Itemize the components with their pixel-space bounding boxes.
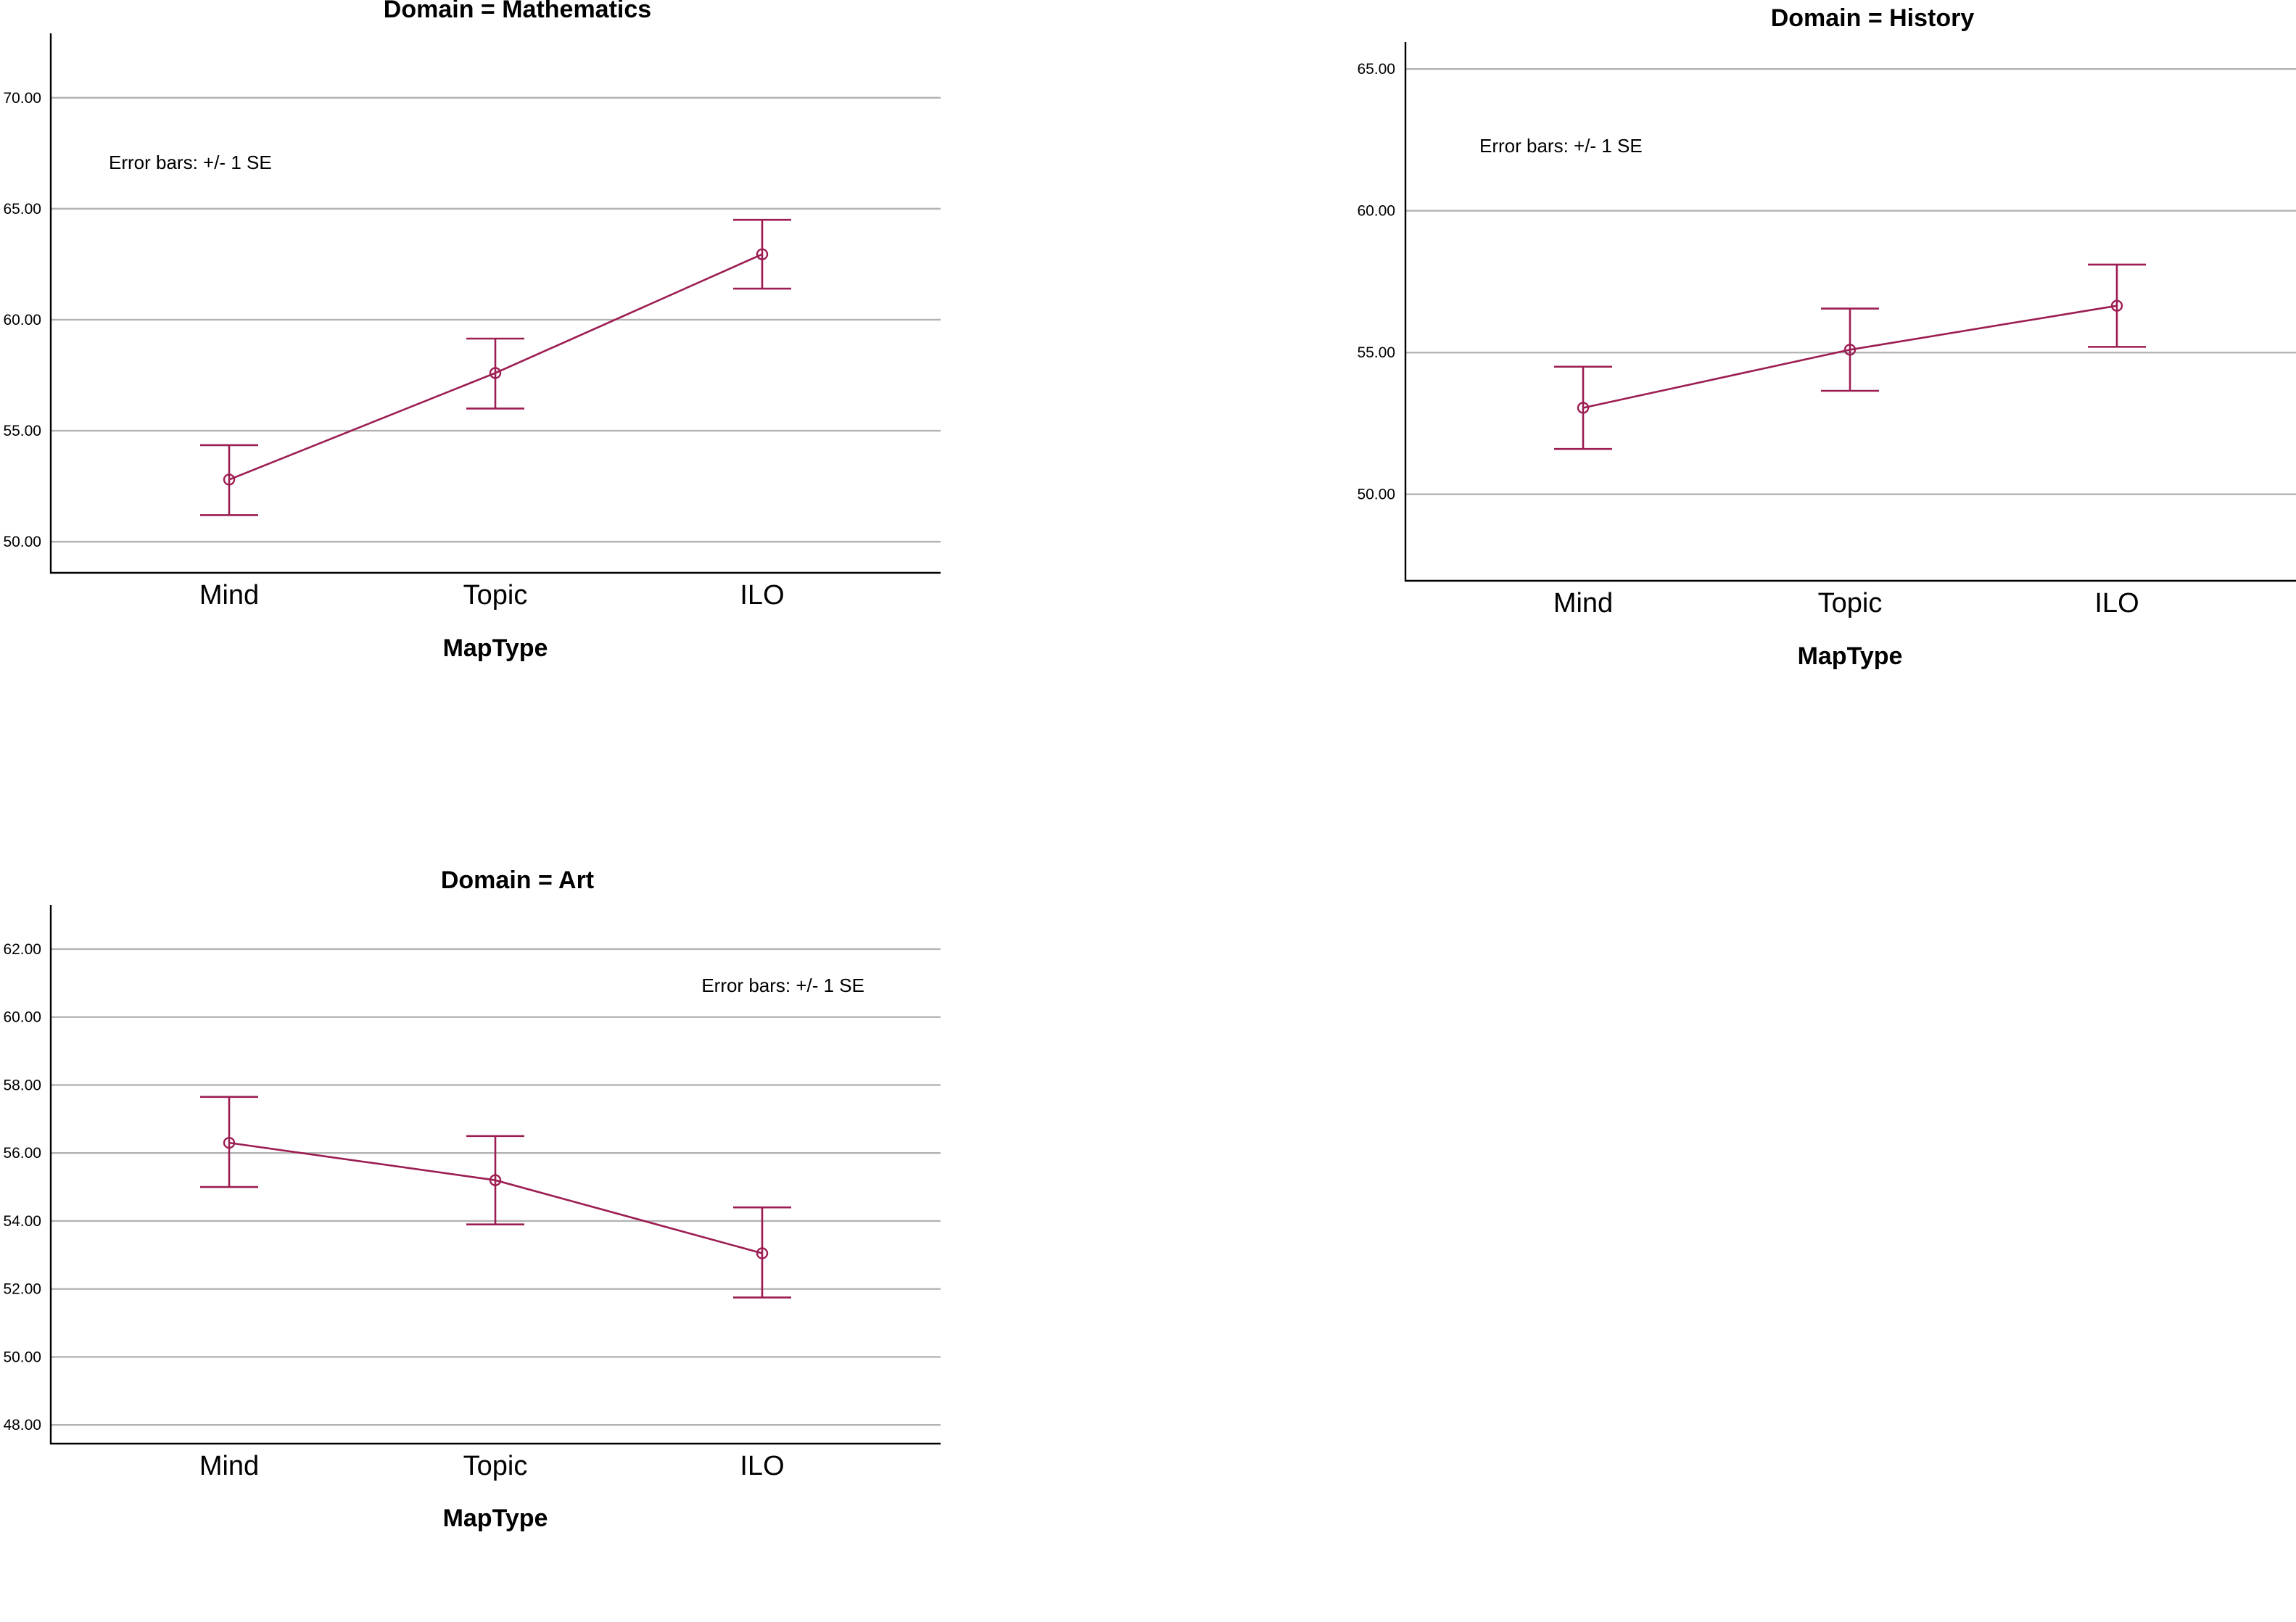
x-axis-title: MapType	[443, 1505, 548, 1532]
mean-point	[489, 1174, 502, 1186]
y-tick-label: 62.00	[3, 941, 41, 958]
mean-point	[489, 367, 502, 379]
mean-point	[223, 1136, 236, 1149]
error-bar	[200, 1096, 258, 1188]
y-tick-label: 60.00	[3, 312, 41, 328]
chart-title: Domain = History	[1771, 4, 1975, 32]
error-bar	[2088, 263, 2146, 348]
error-bar	[1821, 307, 1879, 392]
x-axis-title: MapType	[443, 634, 548, 662]
error-bar	[1554, 365, 1612, 450]
mean-point	[756, 1247, 769, 1259]
mean-point	[756, 248, 769, 260]
y-tick-label: 55.00	[3, 423, 41, 439]
mean-point	[1577, 402, 1590, 414]
y-tick-label: 50.00	[3, 534, 41, 550]
y-tick-label: 50.00	[3, 1349, 41, 1365]
axis-lines	[49, 33, 941, 574]
chart-title: Domain = Art	[441, 866, 594, 894]
x-tick-label: Mind	[199, 1451, 259, 1481]
mean-point	[223, 473, 236, 486]
y-tick-label: 60.00	[1357, 203, 1395, 220]
mean-point	[1843, 344, 1857, 356]
y-tick-label: 54.00	[3, 1213, 41, 1230]
y-tick-label: 65.00	[1357, 61, 1395, 78]
axis-lines	[1404, 42, 2296, 582]
chart-panel: Domain = Art 48.00 50.00 52.00 54.00 56.00 58.…	[3, 866, 941, 1532]
axis-lines	[49, 905, 941, 1445]
y-tick-label: 55.00	[1357, 344, 1395, 361]
x-tick-label: ILO	[740, 580, 784, 611]
x-tick-label: Topic	[463, 580, 528, 611]
y-tick-label: 70.00	[3, 90, 41, 107]
x-axis-title: MapType	[1798, 642, 1903, 670]
x-tick-label: ILO	[2094, 588, 2139, 618]
x-tick-label: Topic	[1818, 588, 1883, 618]
y-tick-label: 50.00	[1357, 487, 1395, 503]
y-tick-label: 58.00	[3, 1077, 41, 1093]
x-tick-label: ILO	[740, 1451, 784, 1481]
error-bar	[466, 1135, 524, 1225]
error-bars-note: Error bars: +/- 1 SE	[109, 152, 272, 173]
chart-panel: Domain = Mathematics 50.00 55.00 60.00 65.00…	[3, 0, 941, 662]
error-bar	[466, 337, 524, 410]
mean-point	[2110, 299, 2123, 312]
y-tick-label: 56.00	[3, 1145, 41, 1162]
error-bars-note: Error bars: +/- 1 SE	[701, 975, 864, 996]
error-bars-note: Error bars: +/- 1 SE	[1479, 135, 1643, 157]
y-tick-label: 60.00	[3, 1009, 41, 1026]
error-bar	[733, 1206, 791, 1299]
y-tick-label: 48.00	[3, 1417, 41, 1433]
error-bar	[733, 218, 791, 290]
x-tick-label: Topic	[463, 1451, 528, 1481]
x-tick-label: Mind	[199, 580, 259, 611]
x-tick-label: Mind	[1553, 588, 1613, 618]
chart-title: Domain = Mathematics	[384, 0, 651, 23]
chart-panel: Domain = History 50.00 55.00 60.00 65.00 Mind…	[1357, 4, 2296, 670]
y-tick-label: 65.00	[3, 201, 41, 218]
error-bar	[200, 444, 258, 516]
y-tick-label: 52.00	[3, 1281, 41, 1298]
